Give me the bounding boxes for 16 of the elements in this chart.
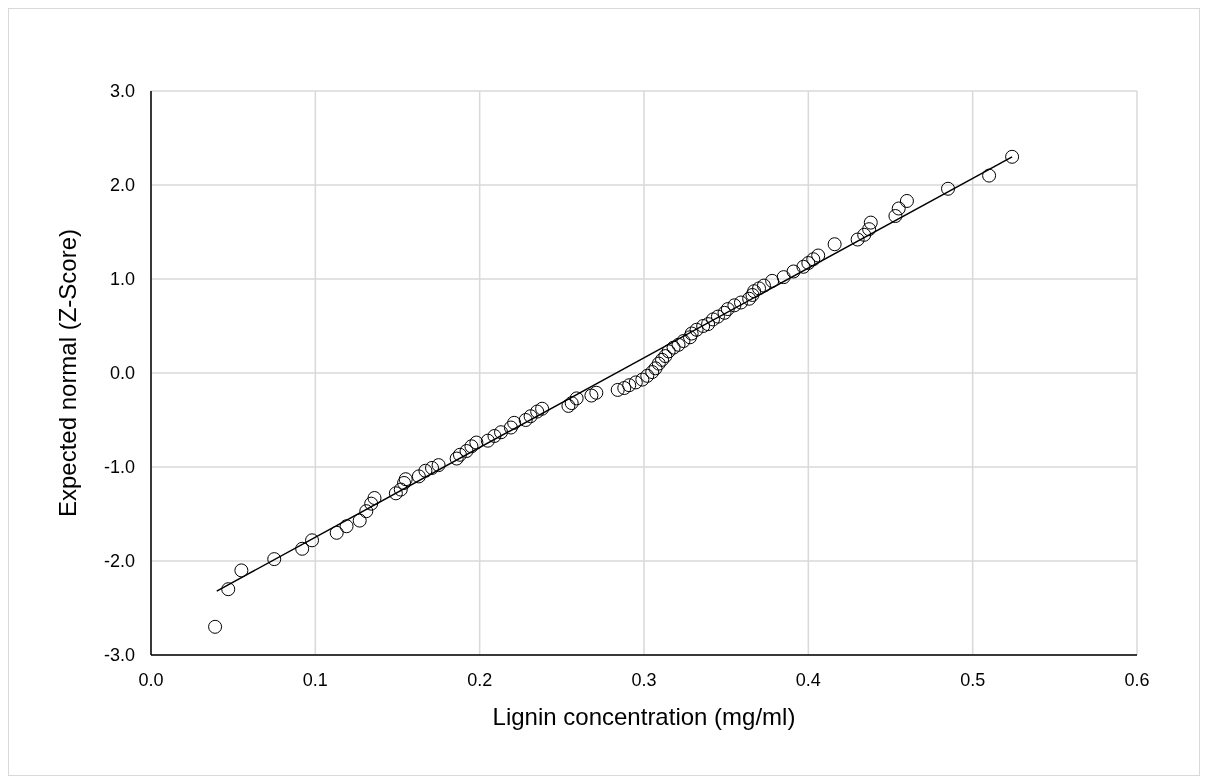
x-tick-label: 0.0 bbox=[138, 669, 164, 690]
x-axis-title: Lignin concentration (mg/ml) bbox=[492, 703, 796, 730]
x-tick-label: 0.6 bbox=[1124, 669, 1150, 690]
x-tick-label: 0.2 bbox=[467, 669, 493, 690]
x-tick-label: 0.3 bbox=[631, 669, 657, 690]
y-axis-title: Expected normal (Z-Score) bbox=[53, 228, 81, 518]
y-tick-label: 2.0 bbox=[109, 175, 135, 196]
x-tick-label: 0.1 bbox=[302, 669, 328, 690]
y-tick-label: 3.0 bbox=[109, 81, 135, 102]
y-tick-label: 1.0 bbox=[109, 269, 135, 290]
y-tick-label: -3.0 bbox=[103, 645, 135, 666]
y-tick-label: -2.0 bbox=[103, 551, 135, 572]
y-tick-label: 0.0 bbox=[109, 363, 135, 384]
x-tick-label: 0.4 bbox=[795, 669, 821, 690]
x-tick-label: 0.5 bbox=[960, 669, 986, 690]
y-tick-label: -1.0 bbox=[103, 457, 135, 478]
